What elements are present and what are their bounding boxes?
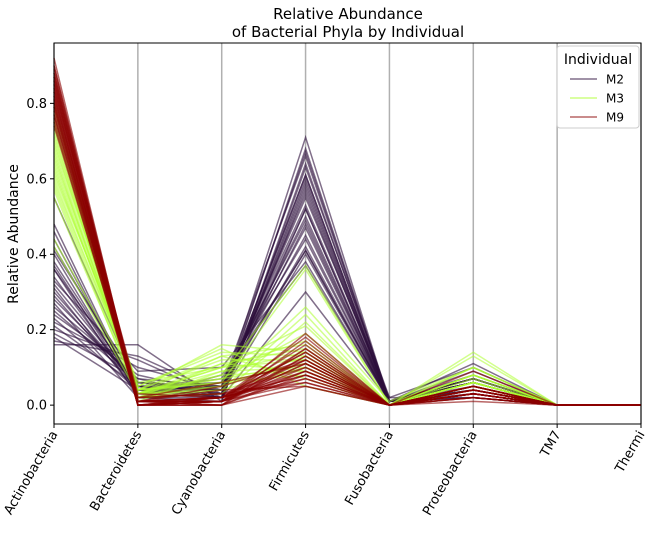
x-tick-label-thermi: Thermi [612, 429, 648, 477]
y-axis-label: Relative Abundance [6, 164, 22, 304]
legend-label-m3: M3 [606, 92, 624, 106]
series-line-m9-18 [53, 80, 641, 406]
x-tick-label-cyanobacteria: Cyanobacteria [169, 429, 229, 518]
legend: Individual M2 M3 M9 [556, 45, 640, 129]
x-tick-label-fusobacteria: Fusobacteria [342, 429, 397, 508]
legend-label-m2: M2 [606, 73, 624, 87]
series-line-m9-28 [53, 114, 641, 406]
series-line-m9-0 [53, 57, 641, 406]
grid-layer [53, 43, 642, 424]
series-line-m9-5 [53, 80, 641, 406]
series-line-m9-27 [53, 76, 641, 406]
y-tick-label: 0.8 [26, 97, 47, 112]
legend-box [556, 45, 640, 129]
series-line-m9-29 [53, 65, 641, 406]
series-line-m2-25 [53, 150, 641, 406]
y-tick-label: 0.4 [26, 248, 47, 263]
plot-frame [53, 42, 642, 425]
x-tick-label-tm7: TM7 [537, 429, 564, 461]
x-tick-label-bacteroidetes: Bacteroidetes [87, 428, 145, 514]
ticks-layer: 0.0 0.2 0.4 0.6 0.8 Actinobacteria Bacteroidet… [1, 97, 648, 518]
x-tick-label-actinobacteria: Actinobacteria [1, 429, 61, 518]
x-tick-label-firmicutes: Firmicutes [267, 428, 313, 494]
y-tick-label: 0.0 [26, 399, 47, 414]
legend-label-m9: M9 [606, 111, 624, 125]
x-tick-label-proteobacteria: Proteobacteria [420, 429, 481, 519]
series-line-m9-4 [53, 76, 641, 406]
series-line-m2-29 [53, 146, 641, 406]
series-line-m9-24 [53, 84, 641, 406]
series-line-m9-6 [53, 84, 641, 406]
y-tick-label: 0.2 [26, 323, 47, 338]
chart-title-line-1: Relative Abundance [273, 5, 423, 23]
legend-title: Individual [564, 52, 632, 68]
chart-title-line-2: of Bacterial Phyla by Individual [232, 23, 464, 41]
plot-border [53, 42, 642, 425]
series-lines-layer [53, 57, 641, 407]
y-tick-label: 0.6 [26, 172, 47, 187]
